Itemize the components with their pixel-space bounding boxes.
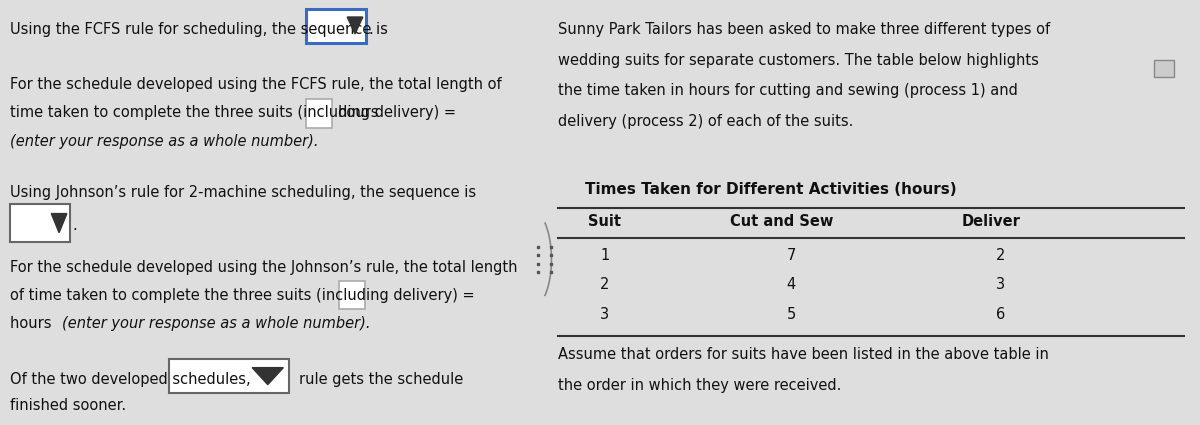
- Text: Using the FCFS rule for scheduling, the sequence is: Using the FCFS rule for scheduling, the …: [10, 22, 388, 37]
- Text: Assume that orders for suits have been listed in the above table in: Assume that orders for suits have been l…: [558, 347, 1049, 363]
- FancyBboxPatch shape: [1154, 60, 1174, 76]
- FancyBboxPatch shape: [306, 8, 366, 42]
- Text: 5: 5: [787, 307, 796, 322]
- Text: Sunny Park Tailors has been asked to make three different types of: Sunny Park Tailors has been asked to mak…: [558, 22, 1050, 37]
- Text: of time taken to complete the three suits (including delivery) =: of time taken to complete the three suit…: [10, 288, 474, 303]
- Text: 4: 4: [787, 277, 796, 292]
- Text: .: .: [72, 218, 77, 233]
- Text: Suit: Suit: [588, 214, 622, 230]
- Text: 1: 1: [600, 247, 610, 263]
- Text: Times Taken for Different Activities (hours): Times Taken for Different Activities (ho…: [586, 181, 956, 197]
- FancyBboxPatch shape: [169, 359, 289, 393]
- Text: 3: 3: [600, 307, 610, 322]
- Text: (enter your response as a whole number).: (enter your response as a whole number).: [10, 133, 318, 149]
- Text: For the schedule developed using the FCFS rule, the total length of: For the schedule developed using the FCF…: [10, 77, 502, 93]
- Text: time taken to complete the three suits (including delivery) =: time taken to complete the three suits (…: [10, 105, 456, 120]
- Polygon shape: [252, 368, 283, 385]
- Text: hours: hours: [337, 105, 379, 120]
- FancyBboxPatch shape: [10, 204, 70, 242]
- Text: 2: 2: [996, 247, 1006, 263]
- Text: finished sooner.: finished sooner.: [10, 398, 126, 414]
- Text: 3: 3: [996, 277, 1006, 292]
- Text: wedding suits for separate customers. The table below highlights: wedding suits for separate customers. Th…: [558, 53, 1039, 68]
- Text: .: .: [368, 22, 373, 37]
- Text: delivery (process 2) of each of the suits.: delivery (process 2) of each of the suit…: [558, 114, 853, 129]
- Polygon shape: [52, 214, 67, 233]
- Text: the time taken in hours for cutting and sewing (process 1) and: the time taken in hours for cutting and …: [558, 83, 1018, 99]
- Text: rule gets the schedule: rule gets the schedule: [299, 371, 463, 387]
- Text: 6: 6: [996, 307, 1006, 322]
- Text: Cut and Sew: Cut and Sew: [730, 214, 833, 230]
- Text: Of the two developed schedules,: Of the two developed schedules,: [10, 371, 251, 387]
- FancyBboxPatch shape: [338, 280, 365, 309]
- Text: hours: hours: [10, 316, 56, 332]
- FancyBboxPatch shape: [306, 99, 332, 128]
- Text: 7: 7: [786, 247, 796, 263]
- Text: For the schedule developed using the Johnson’s rule, the total length: For the schedule developed using the Joh…: [10, 260, 517, 275]
- Text: 2: 2: [600, 277, 610, 292]
- Polygon shape: [347, 17, 362, 34]
- Text: (enter your response as a whole number).: (enter your response as a whole number).: [61, 316, 370, 332]
- Text: Deliver: Deliver: [961, 214, 1020, 230]
- Text: the order in which they were received.: the order in which they were received.: [558, 378, 841, 393]
- Text: Using Johnson’s rule for 2-machine scheduling, the sequence is: Using Johnson’s rule for 2-machine sched…: [10, 184, 476, 200]
